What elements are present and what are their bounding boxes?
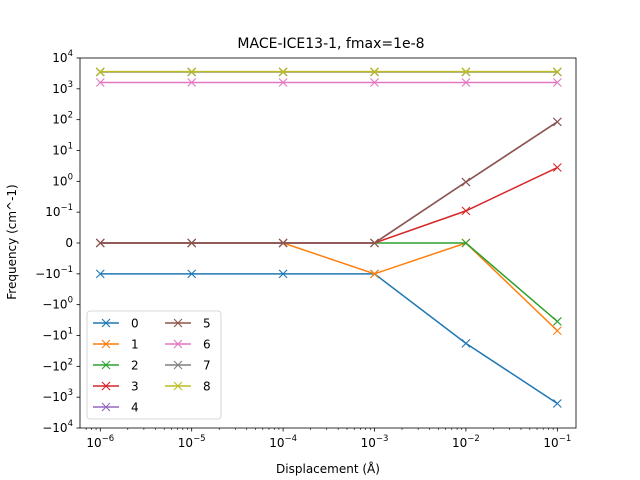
legend-label: 8 [203,380,211,394]
data-point [187,269,197,279]
y-tick-label: −103 [42,388,73,404]
y-tick-label: −101 [42,327,73,343]
data-point [461,238,471,248]
legend-label: 4 [131,401,139,415]
data-point [552,163,562,172]
x-tick-label: 10−4 [269,434,297,450]
data-point [278,238,288,248]
ticks-layer: 10−6 10−5 10−4 10−3 10−2 10−11041031021011001… [35,49,571,450]
data-point [187,78,197,87]
data-point [461,177,471,187]
y-tick-label: −10−1 [35,265,73,281]
x-tick-label: 10−3 [361,434,389,450]
data-point [95,238,105,248]
series-line [100,166,558,244]
x-tick-label: 10−6 [86,434,114,450]
series-0 [95,269,562,408]
data-point [95,67,105,77]
legend-label: 7 [203,359,211,373]
legend-marker [101,402,111,412]
legend-label: 2 [131,359,139,373]
y-tick-label: 10−1 [45,203,73,219]
data-point [552,67,562,77]
series-6 [95,78,562,87]
series-3 [95,163,562,248]
legend: 0 1 2 3 4 5 6 7 8 [86,310,222,420]
y-tick-label: 104 [52,49,73,65]
data-point [187,67,197,77]
series-8 [95,67,562,77]
data-point [370,67,379,77]
x-tick-label: 10−2 [452,434,480,450]
data-point [278,269,288,279]
legend-marker [101,318,111,328]
legend-marker [173,381,183,391]
data-point [278,67,288,77]
data-point [370,78,379,87]
data-point [461,206,471,216]
legend-marker [173,339,183,349]
data-point [552,399,562,408]
data-point [552,117,562,127]
data-point [461,338,471,348]
legend-marker [101,339,111,349]
legend-label: 1 [131,338,139,352]
series-4 [95,117,562,248]
legend-label: 3 [131,380,139,394]
legend-item: 5 [165,317,211,331]
y-tick-label: −102 [42,357,73,373]
legend-marker [173,360,183,370]
legend-item: 3 [93,380,139,394]
legend-item: 4 [93,401,139,415]
legend-item: 2 [93,359,139,373]
series-5 [95,117,562,248]
legend-box [86,310,222,420]
series-layer [95,67,562,408]
legend-item: 1 [93,338,139,352]
legend-marker [101,360,111,370]
y-axis-label: Frequency (cm^-1) [5,184,19,299]
data-point [461,78,471,87]
legend-item: 0 [93,317,139,331]
data-point [187,238,197,248]
x-axis-label: Displacement (Å) [276,461,380,476]
y-tick-label: 100 [52,172,73,188]
series-line [100,121,558,244]
legend-marker [173,318,183,328]
legend-item: 8 [165,380,211,394]
series-line [100,242,558,323]
data-point [370,269,379,279]
data-point [552,78,562,87]
y-tick-label: 102 [52,111,73,127]
legend-label: 6 [203,338,211,352]
data-point [461,67,471,77]
data-point [370,238,379,248]
legend-label: 5 [203,317,211,331]
legend-item: 6 [165,338,211,352]
data-point [95,78,105,87]
data-point [278,78,288,87]
chart-title: MACE-ICE13-1, fmax=1e-8 [237,36,424,52]
x-tick-label: 10−5 [178,434,206,450]
series-line [100,121,558,244]
y-tick-label: 103 [52,80,73,96]
y-tick-label: 101 [52,142,73,158]
data-point [95,269,105,279]
x-tick-label: 10−1 [543,434,571,450]
legend-label: 0 [131,317,139,331]
data-point [552,326,562,336]
y-tick-label: −100 [42,296,73,312]
legend-item: 7 [165,359,211,373]
legend-marker [101,381,111,391]
series-line [100,273,558,405]
data-point [552,317,562,326]
y-tick-label: 0 [65,236,73,250]
y-tick-label: −104 [42,419,73,435]
